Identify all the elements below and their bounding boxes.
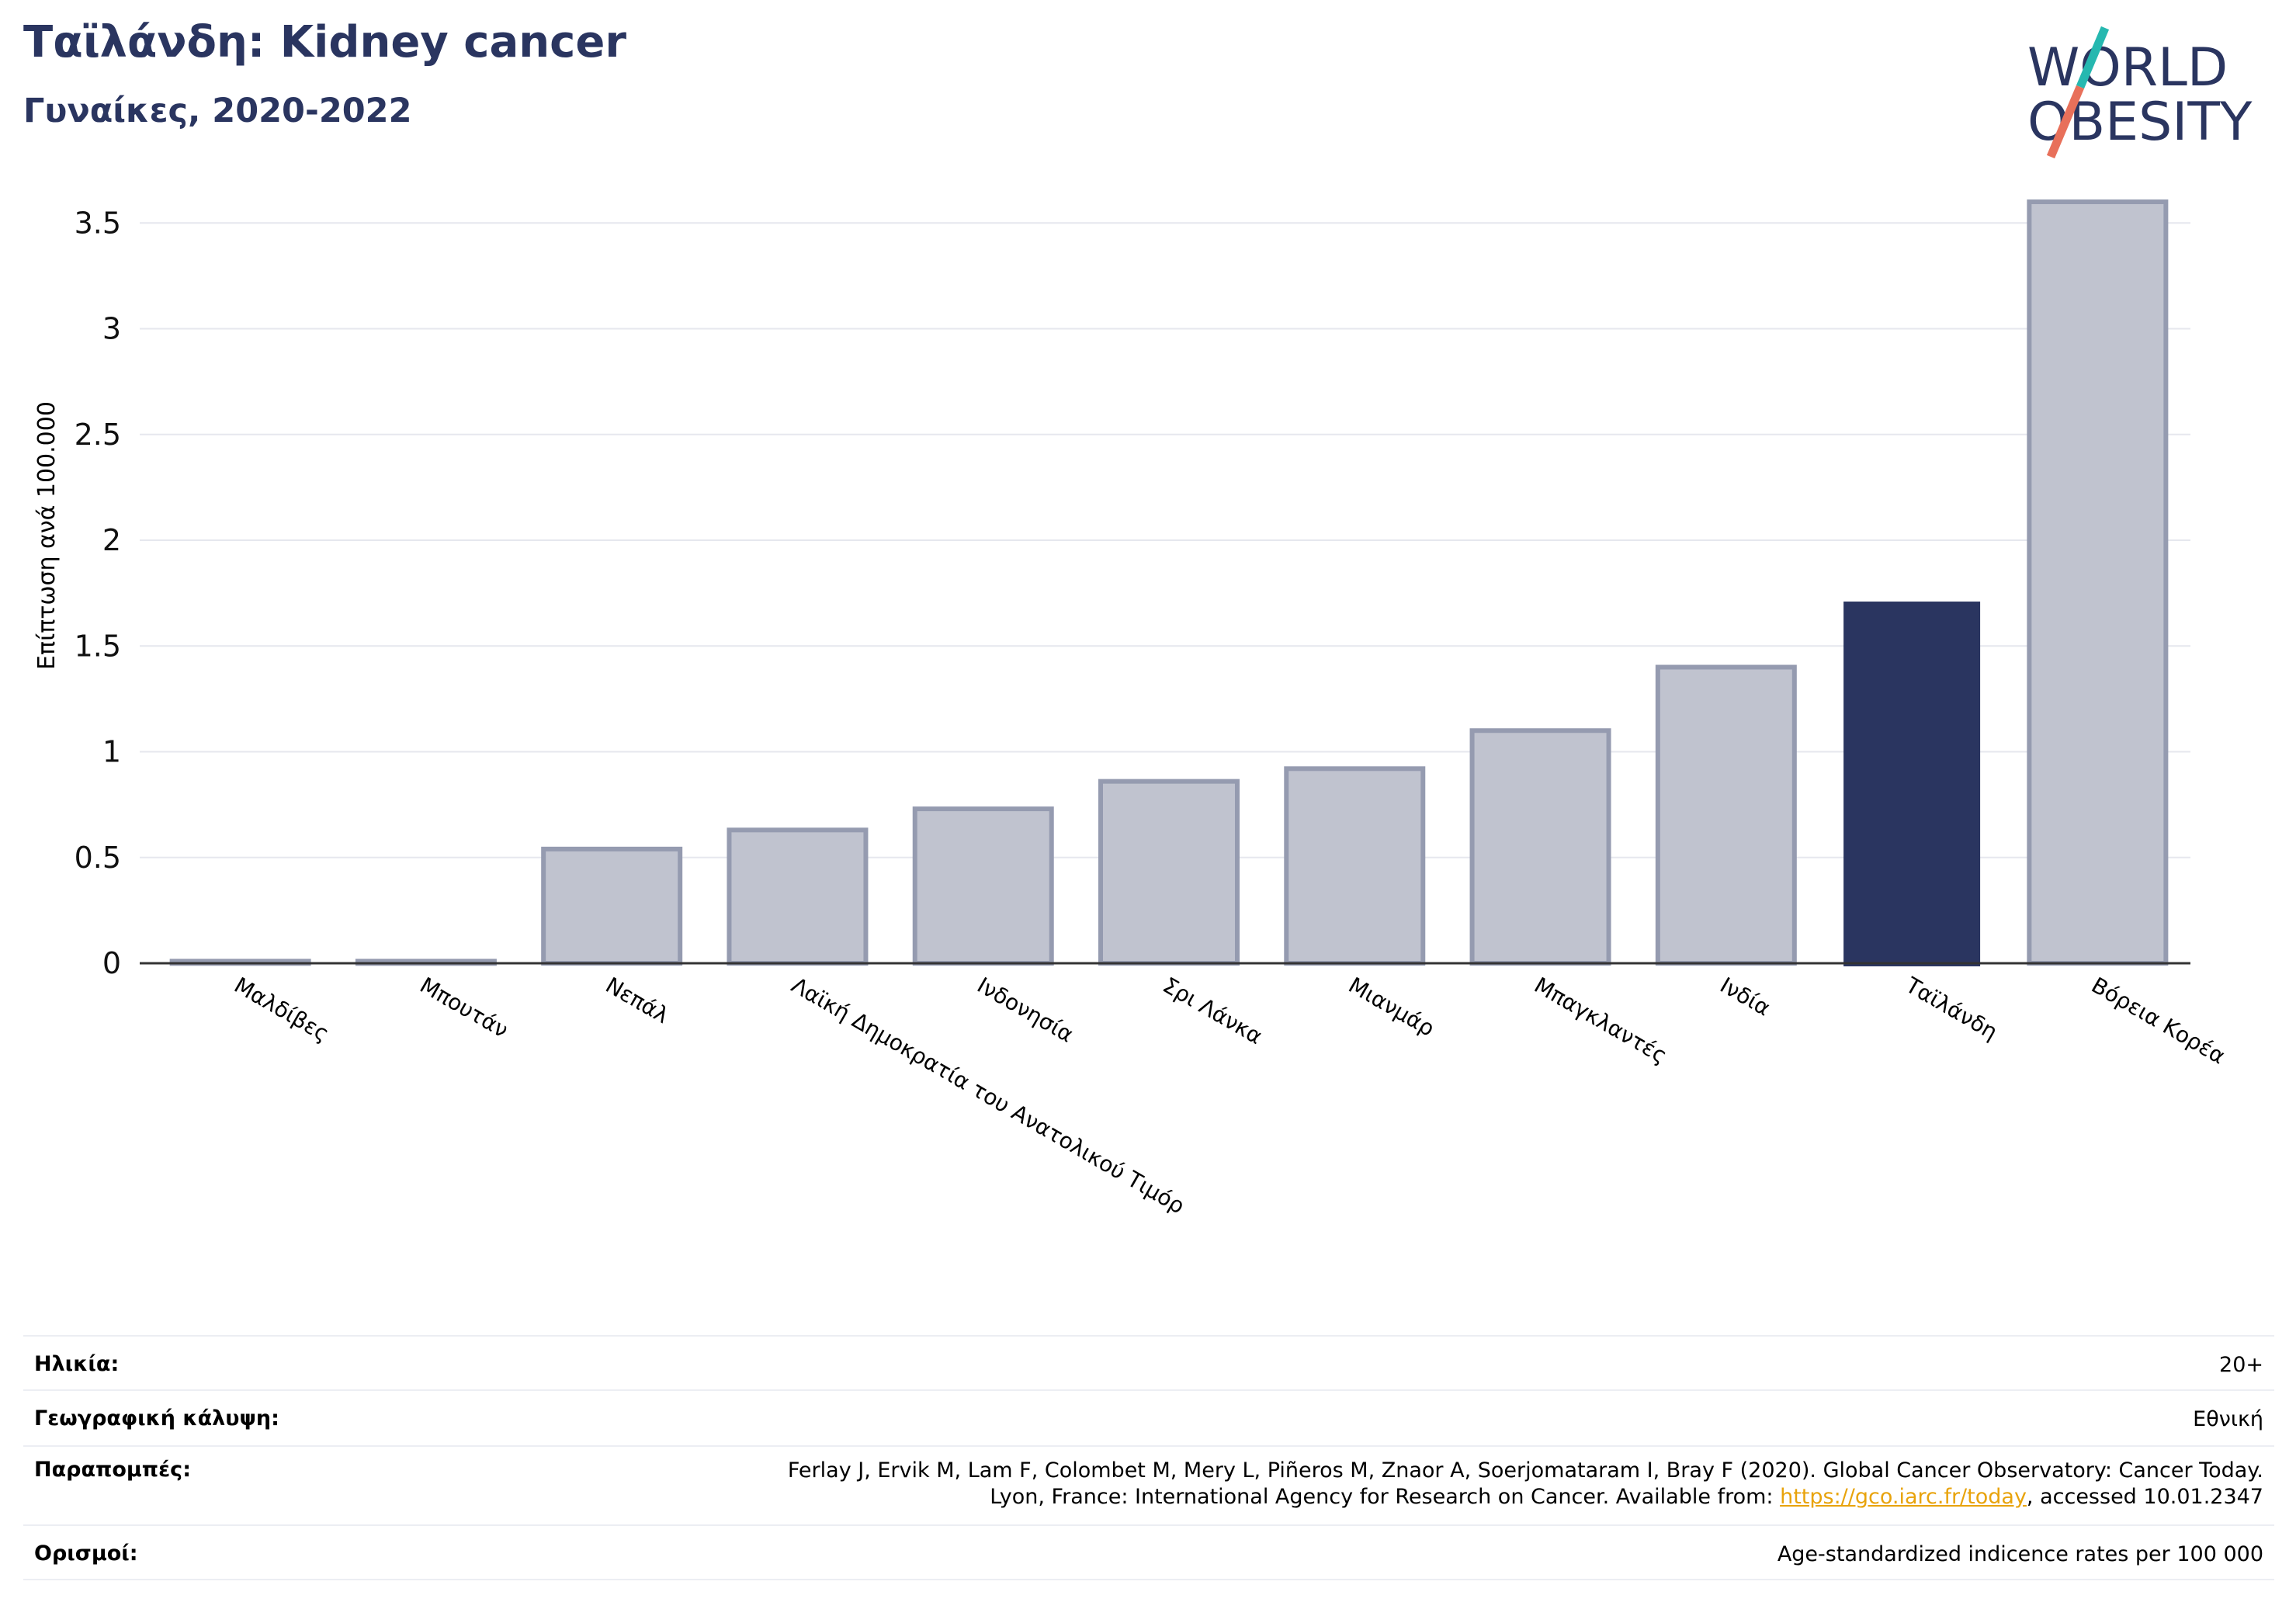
y-tick-label: 2 — [102, 523, 121, 557]
bar — [912, 806, 1054, 966]
y-tick-label: 0 — [102, 946, 121, 980]
x-tick-label: Μιανμάρ — [1344, 972, 1439, 1041]
x-tick-label: Μαλδίβες — [230, 972, 334, 1046]
y-axis-ticks: 0 0.5 1 1.5 2 2.5 3 3.5 — [75, 206, 121, 980]
bar — [1469, 728, 1611, 966]
info-value-coverage: Εθνική — [2193, 1407, 2263, 1431]
x-tick-label: Μπαγκλαντές — [1530, 972, 1671, 1068]
bar — [727, 827, 869, 966]
x-tick-label: Βόρεια Κορέα — [2087, 972, 2230, 1069]
info-value-definitions: Age-standardized indicence rates per 100… — [1777, 1542, 2263, 1566]
x-tick-label: Νεπάλ — [602, 972, 674, 1028]
x-tick-label: Ταϊλάνδη — [1901, 972, 2002, 1045]
logo-slash-red — [2046, 85, 2085, 159]
info-row-definitions: Ορισμοί: Age-standardized indicence rate… — [23, 1524, 2274, 1580]
y-tick-label: 3 — [102, 312, 121, 346]
info-row-references: Παραπομπές: Ferlay J, Ervik M, Lam F, Co… — [23, 1445, 2274, 1524]
y-tick-label: 1.5 — [75, 629, 121, 663]
bar — [1098, 779, 1240, 966]
reference-link[interactable]: https://gco.iarc.fr/today — [1780, 1485, 2027, 1509]
info-label-definitions: Ορισμοί: — [34, 1542, 138, 1566]
info-table: Ηλικία: 20+ Γεωγραφική κάλυψη: Εθνική Πα… — [23, 1335, 2274, 1580]
info-row-coverage: Γεωγραφική κάλυψη: Εθνική — [23, 1389, 2274, 1445]
reference-line2-post: , accessed 10.01.2347 — [2026, 1485, 2263, 1509]
bar — [1843, 602, 1981, 966]
bar — [1284, 766, 1426, 966]
info-label-coverage: Γεωγραφική κάλυψη: — [34, 1406, 279, 1431]
chart-title: Ταϊλάνδη: Kidney cancer — [23, 17, 626, 68]
y-tick-label: 1 — [102, 735, 121, 769]
x-tick-label: Σρι Λάνκα — [1159, 972, 1268, 1049]
x-tick-label: Ινδονησία — [973, 972, 1077, 1047]
x-axis-ticks: Μαλδίβες Μπουτάν Νεπάλ Λαϊκή Δημοκρατία του… — [230, 972, 2229, 1219]
x-tick-label: Ινδία — [1715, 972, 1774, 1021]
info-row-age: Ηλικία: 20+ — [23, 1335, 2274, 1389]
info-label-age: Ηλικία: — [34, 1352, 120, 1376]
chart-subtitle: Γυναίκες, 2020-2022 — [23, 92, 412, 130]
bar — [541, 846, 683, 966]
world-obesity-logo: WORLD OBESITY — [2027, 26, 2253, 159]
reference-line2-pre: Lyon, France: International Agency for R… — [990, 1485, 1781, 1509]
logo-line1: WORLD — [2027, 37, 2228, 99]
y-axis-label: Επίπτωση ανά 100.000 — [33, 401, 61, 670]
info-label-references: Παραπομπές: — [34, 1458, 191, 1482]
y-tick-label: 3.5 — [75, 206, 121, 240]
info-value-references: Ferlay J, Ervik M, Lam F, Colombet M, Me… — [788, 1458, 2263, 1510]
bars — [169, 199, 2169, 966]
info-value-age: 20+ — [2219, 1353, 2263, 1377]
x-tick-label: Λαϊκή Δημοκρατία του Ανατολικού Τιμόρ — [787, 972, 1189, 1219]
logo-slash-teal — [2076, 26, 2110, 89]
y-tick-label: 0.5 — [75, 841, 121, 875]
bar-chart: 0 0.5 1 1.5 2 2.5 3 3.5 Μαλδίβες Μπουτάν Νεπάλ Λαϊ… — [33, 199, 2229, 1219]
bar — [1655, 664, 1797, 966]
bar — [2027, 199, 2169, 966]
y-tick-label: 2.5 — [75, 418, 121, 452]
reference-line1: Ferlay J, Ervik M, Lam F, Colombet M, Me… — [787, 1458, 2263, 1483]
x-tick-label: Μπουτάν — [415, 972, 512, 1042]
